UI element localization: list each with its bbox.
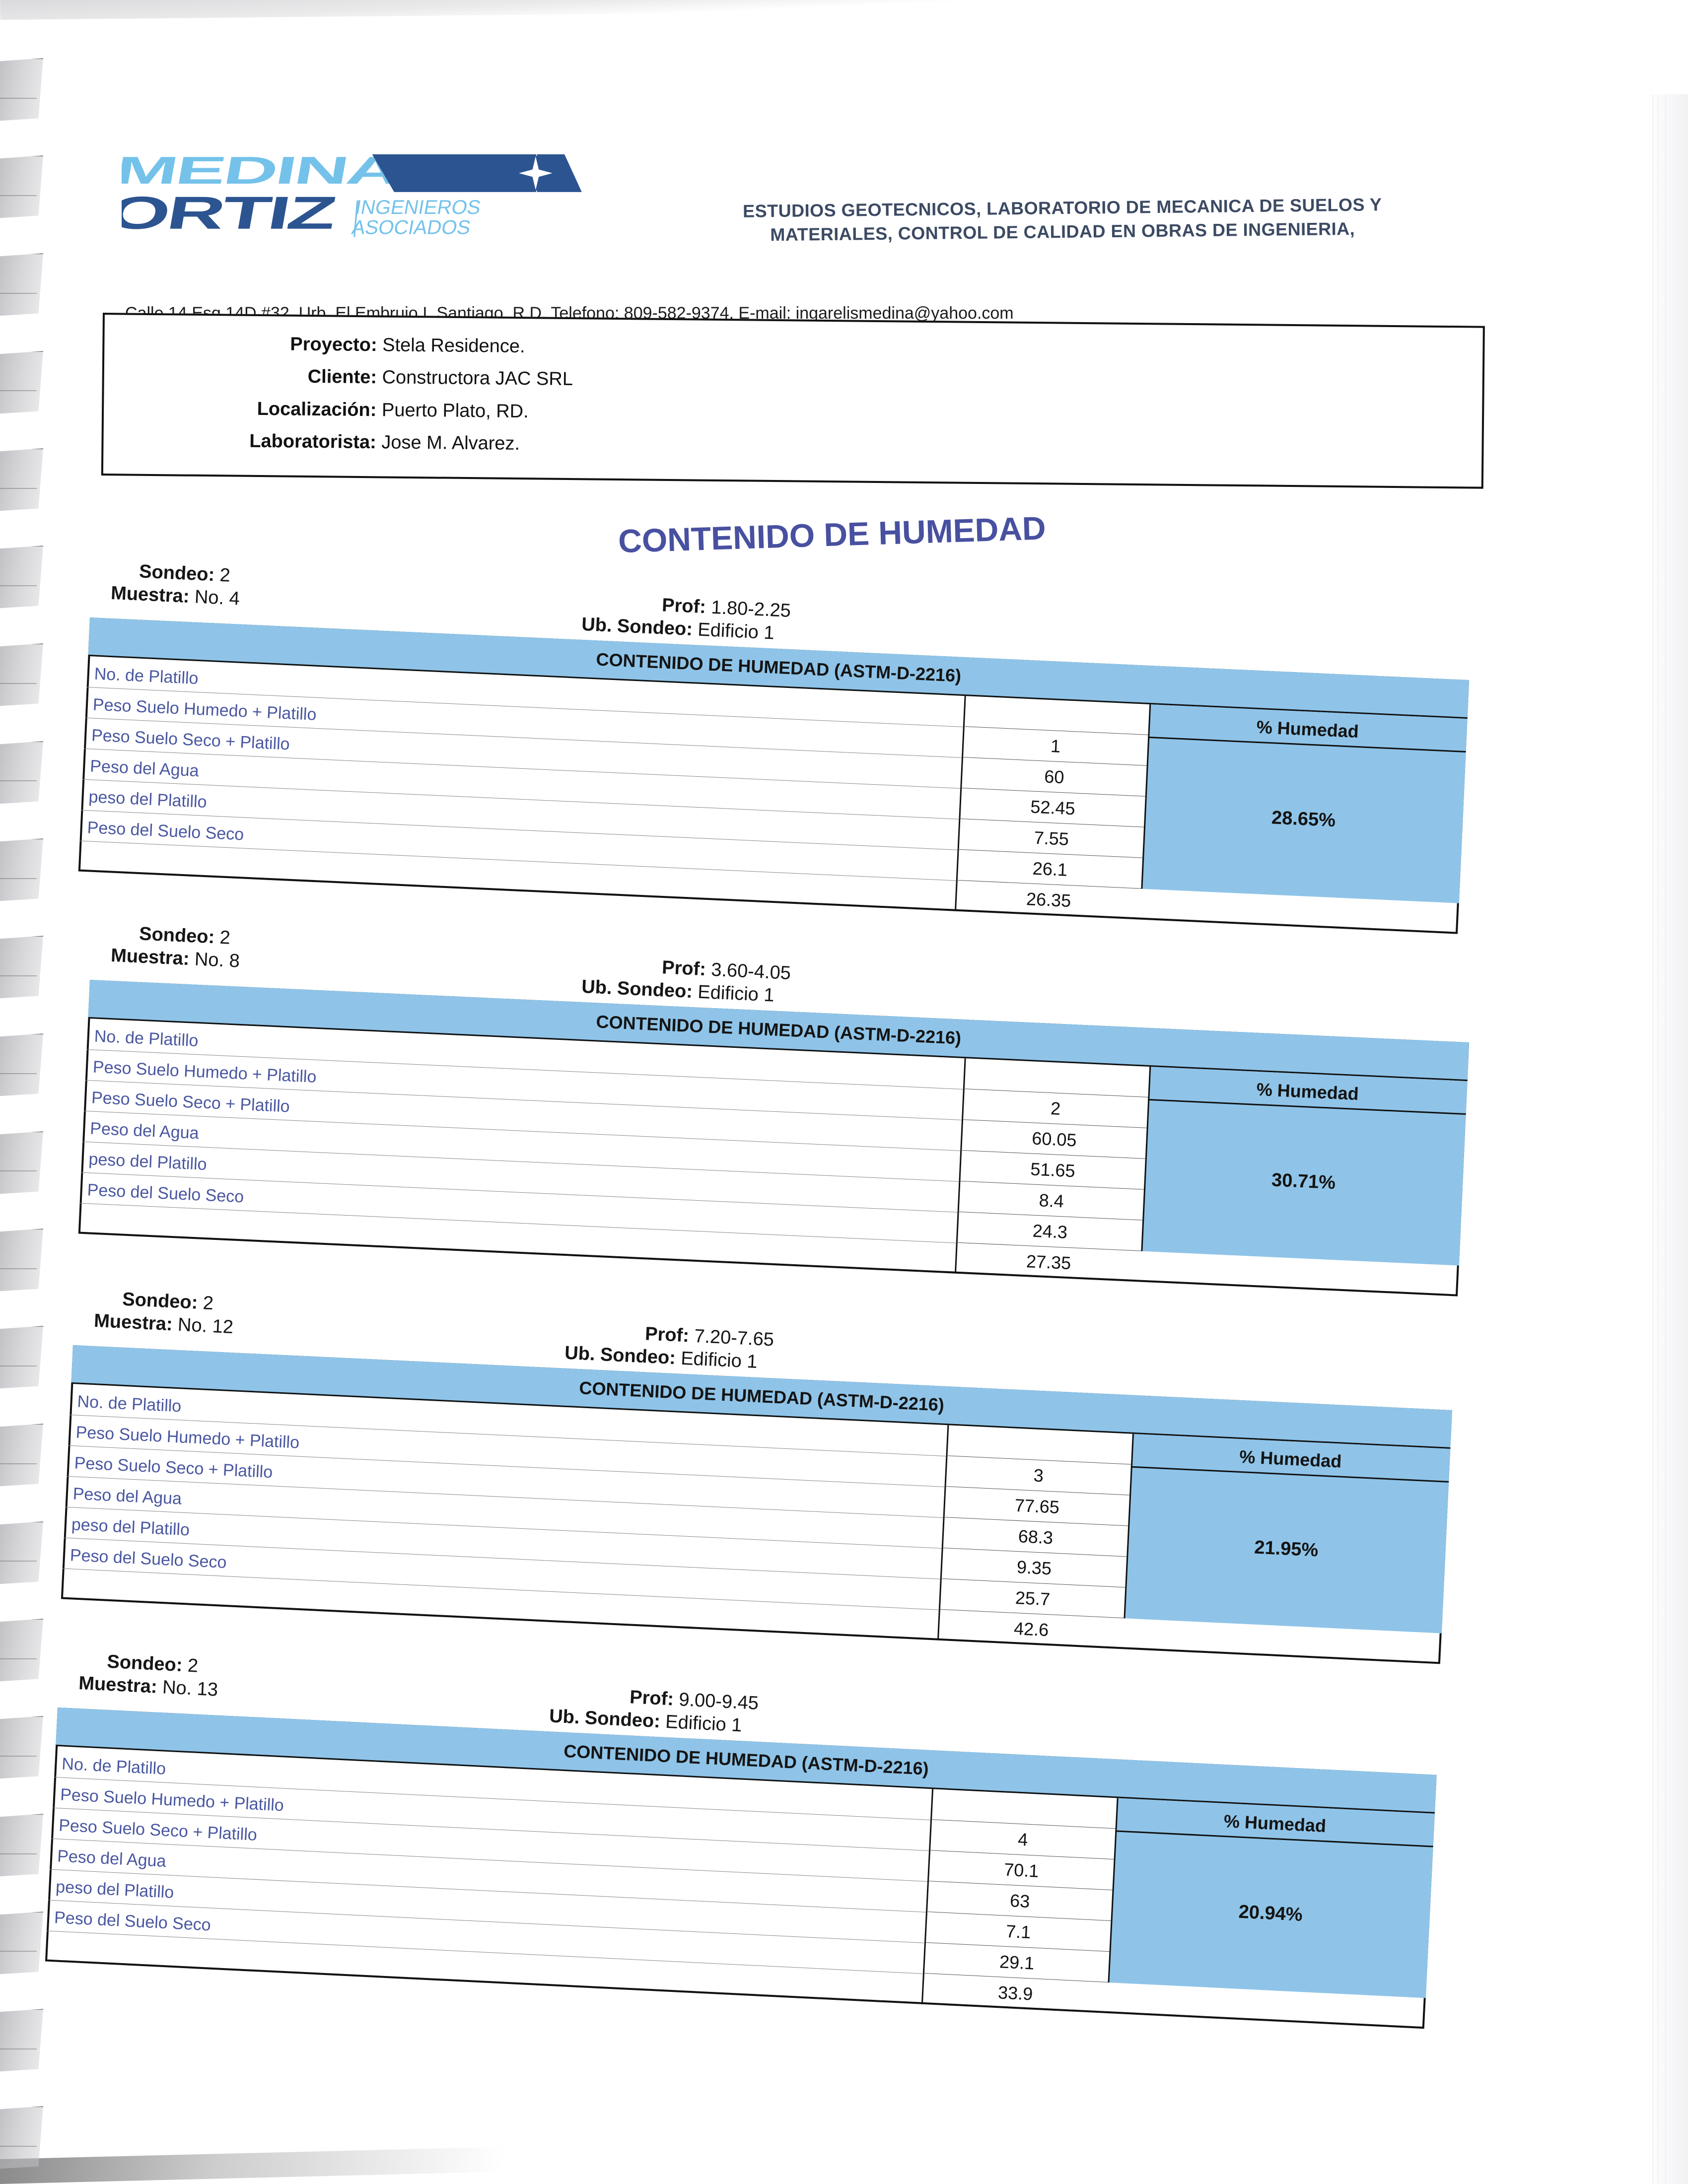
- svg-text:INGENIEROS: INGENIEROS: [353, 196, 483, 218]
- svg-text:ORTIZ: ORTIZ: [122, 187, 339, 238]
- svg-text:ASOCIADOS: ASOCIADOS: [350, 216, 472, 239]
- svg-text:MEDINA: MEDINA: [122, 149, 403, 192]
